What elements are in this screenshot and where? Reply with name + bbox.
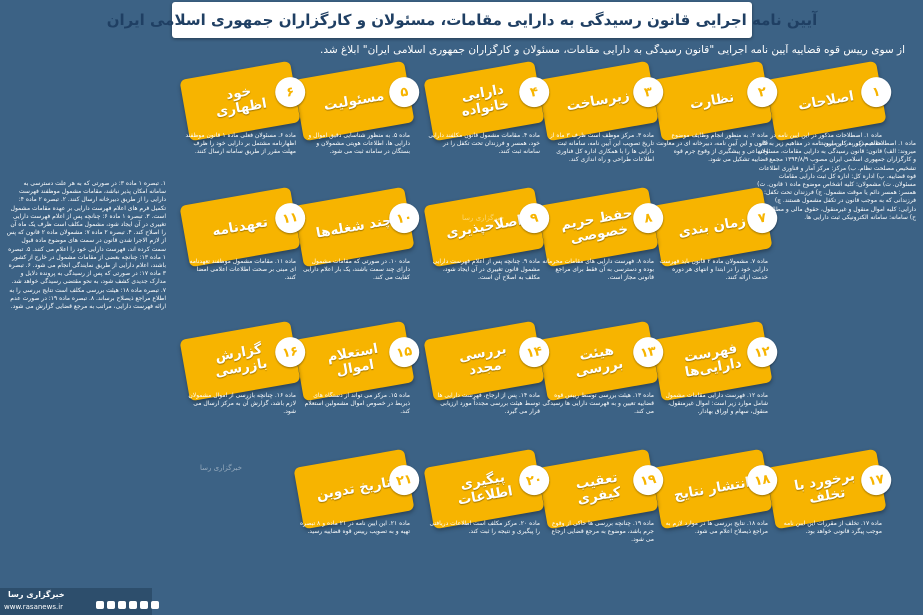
definitions-column: ماده ۱. اصطلاحات مذکور در این آیین نامه … xyxy=(757,140,916,221)
article-card: استعلام اموال ۱۵ xyxy=(293,320,422,402)
intro-text: از سوی رییس قوه قضاییه آیین نامه اجرایی … xyxy=(320,44,905,56)
social-icon[interactable] xyxy=(118,601,126,609)
article-description: ماده ۴. مقامات مشمول قانون مکلفند دارایی… xyxy=(428,132,540,155)
article-number-badge: ۱۰ xyxy=(386,200,422,236)
social-icon[interactable] xyxy=(107,601,115,609)
article-title: گزارش بازرسی xyxy=(213,341,269,381)
article-card: خود اظهاری ۶ xyxy=(179,60,308,142)
watermark: خبرگزاری رسا xyxy=(462,214,504,222)
article-title: پیگیری اطلاعات xyxy=(456,469,514,509)
article-title: تعهدنامه xyxy=(210,213,269,240)
article-description: ماده ۲۱. این آیین نامه در ۲۱ ماده و ۸ تب… xyxy=(300,520,410,535)
article-description: ماده ۱۰. در صورتی که مقامات مشمول دارای … xyxy=(303,258,410,281)
article-description: ماده ۲. به منظور انجام وظایف موضوع قانون… xyxy=(656,132,768,163)
article-card: تعهدنامه ۱۱ xyxy=(179,186,308,268)
article-card: فهرست دارایی‌ها ۱۲ xyxy=(651,320,780,402)
article-title: خود اظهاری xyxy=(214,83,268,121)
article-card: اصلاحات ۱ xyxy=(765,60,894,142)
article-title: دارایی خانواده xyxy=(460,81,511,120)
article-title: تعقیب کیفری xyxy=(574,469,623,508)
article-card: حفظ حریم خصوصی ۸ xyxy=(537,186,666,268)
article-description: ماده ۱۵. مرکز می تواند از دستگاه های ذیر… xyxy=(304,392,410,415)
article-number-badge: ۱ xyxy=(858,74,894,110)
article-number-badge: ۵ xyxy=(386,74,422,110)
article-card: چند شغله‌ها ۱۰ xyxy=(293,186,422,268)
article-description: ماده ۲۰. مرکز مکلف است اطلاعات دریافتی ر… xyxy=(429,520,541,535)
article-description: ماده ۱. اصطلاحات مذکور در این آیین نامه … xyxy=(770,132,882,147)
brand-logo-text: خبرگزاری رسا xyxy=(8,590,65,599)
article-card: پیگیری اطلاعات ۲۰ xyxy=(423,448,552,530)
article-card: گزارش بازرسی ۱۶ xyxy=(179,320,308,402)
article-description: ماده ۸. فهرست دارایی های مقامات محرمانه … xyxy=(542,258,654,281)
social-icon[interactable] xyxy=(140,601,148,609)
article-title: نظارت xyxy=(688,88,736,113)
article-description: ماده ۱۲. فهرست دارایی مقامات مشمول شامل … xyxy=(665,392,768,415)
article-description: ماده ۱۹. چنانچه بررسی ها حاکی از وقوع جر… xyxy=(551,520,654,543)
article-card: اصلاحپذیری ۹ xyxy=(423,186,552,268)
article-number-badge: ۲۱ xyxy=(386,462,422,498)
site-url[interactable]: www.rasanews.ir xyxy=(4,603,64,611)
article-title: هیئت بررسی xyxy=(574,342,625,380)
social-icon[interactable] xyxy=(96,601,104,609)
article-card: بررسی مجدد ۱۴ xyxy=(423,320,552,402)
social-icon[interactable] xyxy=(129,601,137,609)
article-title: انتشار نتایج xyxy=(672,473,752,504)
article-title: چند شغله‌ها xyxy=(314,211,394,242)
article-title: بررسی مجدد xyxy=(457,341,508,379)
article-description: ماده ۶. مسئولان فعلی ماده ۱ قانون موظفند… xyxy=(185,132,296,155)
footer-bar xyxy=(0,588,152,615)
article-description: ماده ۱۸. نتایج بررسی ها در موارد لازم به… xyxy=(665,520,768,535)
article-card: مسئولیت ۵ xyxy=(293,60,422,142)
social-icons xyxy=(96,601,196,611)
article-title: اصلاحات xyxy=(796,87,856,114)
article-title: حفظ حریم خصوصی xyxy=(559,204,634,247)
article-title: تاریخ تدوین xyxy=(315,474,393,503)
article-description: ماده ۷. مشمولان ماده ۲ قانون باید فهرست … xyxy=(659,258,768,281)
article-description: ماده ۵. به منظور شناسایی دقیق اموال و دا… xyxy=(308,132,410,155)
article-card: هیئت بررسی ۱۳ xyxy=(537,320,666,402)
page-title: آیین نامه اجرایی قانون رسیدگی به دارایی … xyxy=(106,11,818,29)
article-card: دارایی خانواده ۴ xyxy=(423,60,552,142)
article-description: ماده ۱۱. مقامات مشمول موظفند تعهدنامه ای… xyxy=(189,258,296,281)
article-title: استعلام اموال xyxy=(326,340,380,380)
article-card: زیرساخت ۳ xyxy=(537,60,666,142)
article-description: ماده ۱۶. چنانچه بازرسی از اموال مشمولان … xyxy=(188,392,296,415)
article-description: ماده ۳. مرکز موظف است ظرف ۳ ماه از تاریخ… xyxy=(549,132,654,163)
article-card: زمان بندی ۷ xyxy=(651,186,780,268)
article-title: زیرساخت xyxy=(565,87,631,114)
article-description: ماده ۹. چنانچه پس از اعلام فهرست دارایی … xyxy=(432,258,540,281)
article-description: ماده ۱۷. تخلف از مقررات این آیین نامه مو… xyxy=(783,520,882,535)
article-description: ماده ۱۳. هیئت بررسی توسط رییس قوه قضاییه… xyxy=(542,392,654,415)
notes-column: ۱. تبصره ۱ ماده ۳: در صورتی که به هر علت… xyxy=(6,180,166,311)
article-card: نظارت ۲ xyxy=(651,60,780,142)
article-title: فهرست دارایی‌ها xyxy=(682,340,743,381)
article-card: تاریخ تدوین ۲۱ xyxy=(293,448,422,530)
article-card: تعقیب کیفری ۱۹ xyxy=(537,448,666,530)
article-title: مسئولیت xyxy=(322,87,386,114)
watermark: خبرگزاری رسا xyxy=(200,464,242,472)
article-title: زمان بندی xyxy=(676,212,747,241)
article-description: ماده ۱۴. پس از ارجاع، فهرست دارایی ها تو… xyxy=(437,392,540,415)
title-banner: آیین نامه اجرایی قانون رسیدگی به دارایی … xyxy=(107,2,817,38)
article-card: انتشار نتایج ۱۸ xyxy=(651,448,780,530)
social-icon[interactable] xyxy=(151,601,159,609)
